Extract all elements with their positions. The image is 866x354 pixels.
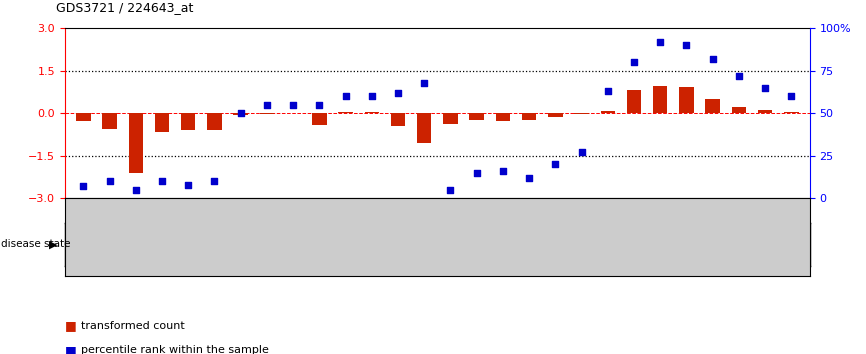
- Text: transformed count: transformed count: [81, 321, 184, 331]
- Bar: [155, 113, 169, 132]
- Bar: [102, 113, 117, 129]
- Bar: [260, 113, 274, 114]
- Point: [313, 102, 326, 108]
- Point: [627, 59, 641, 65]
- Bar: [312, 113, 326, 125]
- Bar: [679, 87, 694, 113]
- Point: [548, 161, 562, 167]
- Point: [496, 168, 510, 174]
- Text: ▶: ▶: [49, 239, 58, 249]
- Point: [365, 93, 378, 99]
- Text: pPR: pPR: [533, 238, 557, 251]
- Text: GDS3721 / 224643_at: GDS3721 / 224643_at: [56, 1, 194, 14]
- Bar: [522, 113, 536, 120]
- Bar: [469, 113, 484, 120]
- Bar: [706, 98, 720, 113]
- Point: [76, 183, 90, 189]
- Bar: [758, 110, 772, 113]
- Text: percentile rank within the sample: percentile rank within the sample: [81, 346, 268, 354]
- Bar: [627, 90, 641, 113]
- Point: [759, 85, 772, 91]
- Point: [706, 56, 720, 62]
- Text: pCR: pCR: [160, 238, 185, 251]
- Point: [286, 102, 300, 108]
- Bar: [548, 113, 563, 117]
- Point: [469, 170, 483, 176]
- Bar: [732, 107, 746, 113]
- Bar: [181, 113, 196, 130]
- Point: [732, 73, 746, 79]
- Point: [601, 88, 615, 94]
- Bar: [495, 113, 510, 121]
- Point: [234, 110, 248, 116]
- Point: [391, 90, 405, 96]
- Point: [653, 39, 667, 45]
- Bar: [128, 113, 143, 173]
- Bar: [443, 113, 457, 124]
- Text: ■: ■: [65, 344, 77, 354]
- Point: [417, 80, 431, 86]
- Point: [208, 178, 222, 184]
- Point: [102, 178, 116, 184]
- Point: [680, 42, 694, 48]
- Bar: [76, 113, 91, 121]
- Point: [522, 175, 536, 181]
- Bar: [574, 113, 589, 114]
- Point: [181, 182, 195, 188]
- Point: [785, 93, 798, 99]
- Bar: [391, 113, 405, 126]
- Bar: [365, 112, 379, 113]
- Bar: [207, 113, 222, 130]
- Bar: [784, 112, 798, 113]
- Point: [443, 187, 457, 193]
- Point: [260, 102, 274, 108]
- Point: [339, 93, 352, 99]
- Point: [575, 149, 589, 155]
- Bar: [601, 111, 615, 113]
- Bar: [339, 112, 352, 113]
- Text: ■: ■: [65, 319, 77, 332]
- Point: [129, 187, 143, 193]
- Bar: [653, 86, 668, 113]
- Bar: [234, 113, 248, 115]
- Point: [155, 178, 169, 184]
- Bar: [417, 113, 431, 143]
- Text: disease state: disease state: [1, 239, 70, 249]
